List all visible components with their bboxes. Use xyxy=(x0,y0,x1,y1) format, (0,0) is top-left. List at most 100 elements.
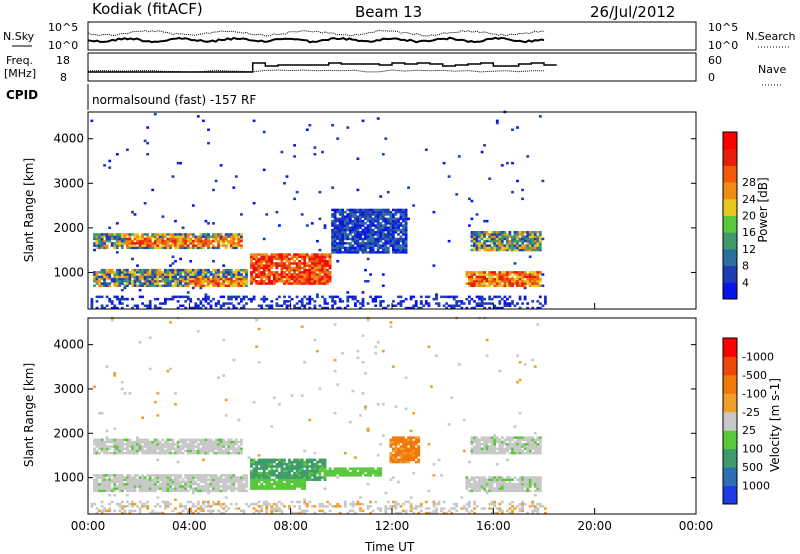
heatmap-cell xyxy=(257,474,261,477)
heatmap-cell xyxy=(257,275,261,279)
heatmap-cell xyxy=(328,295,332,299)
heatmap-cell xyxy=(500,235,504,238)
heatmap-cell xyxy=(404,407,408,411)
heatmap-cell xyxy=(351,222,355,225)
heatmap-cell xyxy=(498,306,502,310)
heatmap-cell xyxy=(229,447,233,450)
heatmap-cell xyxy=(361,208,365,212)
heatmap-cell xyxy=(343,451,347,455)
heatmap-cell xyxy=(95,300,99,303)
heatmap-cell xyxy=(521,478,524,481)
heatmap-cell xyxy=(224,487,228,490)
heatmap-cell xyxy=(354,235,357,238)
heatmap-cell xyxy=(404,376,408,379)
heatmap-cell xyxy=(98,440,101,444)
heatmap-cell xyxy=(164,233,167,236)
heatmap-cell xyxy=(526,483,530,486)
heatmap-cell xyxy=(143,440,147,444)
heatmap-cell xyxy=(113,273,117,276)
heatmap-cell xyxy=(95,233,99,236)
heatmap-cell xyxy=(483,246,486,250)
heatmap-cell xyxy=(171,487,175,490)
heatmap-cell xyxy=(176,511,180,515)
heatmap-cell xyxy=(475,445,479,448)
heatmap-cell xyxy=(516,271,519,274)
heatmap-cell xyxy=(191,480,195,484)
heatmap-cell xyxy=(189,271,193,274)
heatmap-cell xyxy=(313,300,317,303)
heatmap-cell xyxy=(470,244,474,247)
heatmap-cell xyxy=(452,304,456,307)
heatmap-cell xyxy=(397,502,400,506)
heatmap-cell xyxy=(118,233,122,236)
heatmap-cell xyxy=(217,480,220,484)
heatmap-cell xyxy=(409,440,413,444)
heatmap-cell xyxy=(278,403,281,406)
heatmap-cell xyxy=(217,233,220,236)
heatmap-cell xyxy=(148,485,152,488)
heatmap-cell xyxy=(468,280,471,283)
heatmap-cell xyxy=(338,244,342,247)
heatmap-cell xyxy=(133,280,137,283)
heatmap-cell xyxy=(511,280,514,283)
heatmap-cell xyxy=(485,338,489,342)
heatmap-cell xyxy=(161,284,165,287)
heatmap-cell xyxy=(323,300,327,303)
heatmap-cell xyxy=(493,244,497,247)
heatmap-cell xyxy=(498,451,502,455)
heatmap-cell xyxy=(293,458,296,462)
heatmap-cell xyxy=(293,282,296,285)
heatmap-cell xyxy=(184,438,188,442)
heatmap-cell xyxy=(356,349,360,353)
heatmap-cell xyxy=(214,502,218,506)
heatmap-cell xyxy=(120,268,124,272)
heatmap-cell xyxy=(123,438,127,442)
heatmap-cell xyxy=(255,487,258,490)
heatmap-cell xyxy=(473,502,476,506)
heatmap-cell xyxy=(158,505,162,508)
heatmap-cell xyxy=(146,483,150,486)
heatmap-cell xyxy=(131,239,134,243)
heatmap-cell xyxy=(270,255,274,258)
heatmap-cell xyxy=(348,237,352,241)
heatmap-cell xyxy=(141,445,144,448)
heatmap-cell xyxy=(386,237,390,241)
heatmap-cell xyxy=(394,436,398,439)
heatmap-cell xyxy=(485,237,489,241)
heatmap-cell xyxy=(371,297,375,301)
heatmap-cell xyxy=(511,246,514,250)
heatmap-cell xyxy=(361,469,365,473)
heatmap-cell xyxy=(392,208,395,212)
heatmap-cell xyxy=(234,443,238,446)
heatmap-cell xyxy=(128,480,132,484)
heatmap-cell xyxy=(483,233,486,236)
heatmap-cell xyxy=(207,491,210,495)
heatmap-cell xyxy=(93,244,96,247)
heatmap-cell xyxy=(288,474,291,477)
heatmap-cell xyxy=(164,302,167,305)
heatmap-cell xyxy=(171,440,175,444)
heatmap-cell xyxy=(93,485,96,488)
heatmap-cell xyxy=(386,507,390,510)
heatmap-cell xyxy=(118,242,122,245)
heatmap-cell xyxy=(242,509,246,513)
heatmap-cell xyxy=(255,467,258,470)
heatmap-cell xyxy=(518,239,522,243)
heatmap-cell xyxy=(338,300,342,303)
heatmap-cell xyxy=(242,485,246,488)
heatmap-cell xyxy=(169,502,172,506)
heatmap-cell xyxy=(143,271,147,274)
heatmap-cell xyxy=(166,268,170,272)
heatmap-cell xyxy=(90,302,94,305)
heatmap-cell xyxy=(379,213,383,216)
heatmap-cell xyxy=(343,210,347,214)
heatmap-cell xyxy=(207,242,210,245)
heatmap-cell xyxy=(513,273,517,276)
heatmap-cell xyxy=(237,447,241,450)
heatmap-cell xyxy=(141,416,144,419)
heatmap-cell xyxy=(374,469,378,473)
heatmap-cell xyxy=(465,483,469,486)
heatmap-cell xyxy=(232,485,236,488)
heatmap-cell xyxy=(272,277,276,281)
heatmap-cell xyxy=(128,282,132,285)
